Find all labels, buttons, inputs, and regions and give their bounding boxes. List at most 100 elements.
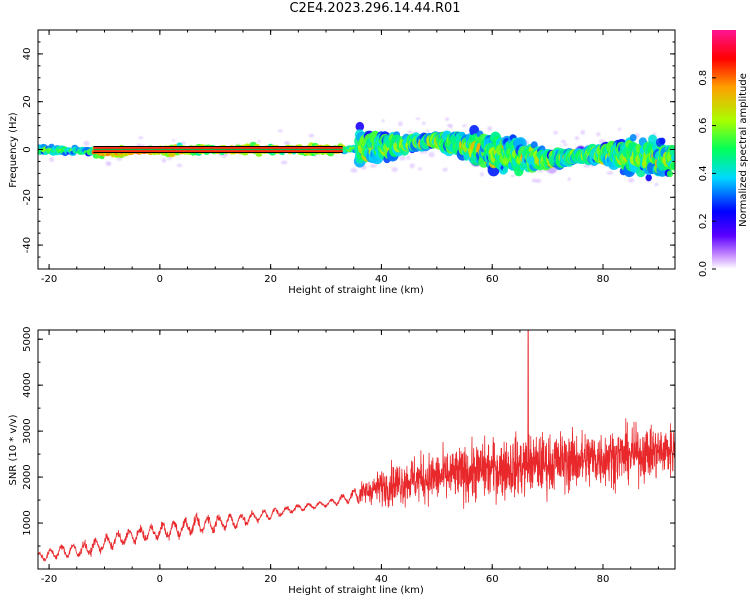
spectrogram-outlier	[181, 141, 186, 145]
x-tick-label: 60	[486, 274, 499, 285]
x-tick-label: -20	[41, 574, 57, 585]
spectrogram-marks	[38, 117, 675, 187]
snr-marks	[38, 330, 675, 562]
colorbar-gradient	[712, 30, 736, 269]
spectrogram-outlier	[445, 117, 450, 121]
spectrogram-outlier	[535, 178, 542, 183]
spectrogram-outlier	[138, 136, 144, 140]
spectrogram-outlier	[654, 182, 659, 187]
y-tick-label: 4000	[22, 372, 33, 397]
spectrogram-panel: -20 0 20 40 60 80 -40 -20 0 20 40 Height of straig…	[8, 29, 676, 296]
snr-ticks: -20 0 20 40 60 80 1000 2000 3000 4000 5000	[22, 326, 675, 585]
spectrogram-outlier	[442, 167, 448, 172]
x-tick-label: 40	[375, 574, 388, 585]
spectrogram-blob	[670, 162, 675, 170]
x-tick-label: 60	[486, 574, 499, 585]
spectrogram-outlier	[448, 123, 453, 129]
x-tick-label: 80	[597, 574, 610, 585]
spectrogram-outlier	[563, 143, 568, 146]
y-tick-label: 0	[22, 146, 33, 152]
snr-series-line	[38, 330, 675, 562]
spectrogram-outlier	[370, 164, 377, 168]
spectrogram-blob	[99, 155, 105, 159]
spectrogram-outlier	[108, 161, 112, 166]
snr-frame	[37, 329, 676, 570]
spectrogram-outlier	[285, 141, 291, 145]
y-tick-label: 40	[22, 48, 33, 61]
colorbar-ticks: 0.0 0.2 0.4 0.6 0.8	[698, 70, 716, 277]
spectrogram-outlier	[462, 124, 467, 128]
spectrogram-outlier	[487, 126, 493, 132]
x-tick-label: 40	[375, 274, 388, 285]
spectrogram-core	[38, 121, 675, 182]
y-tick-label: 3000	[22, 418, 33, 443]
spectrogram-outlier	[83, 140, 90, 146]
colorbar-tick-label: 0.0	[698, 261, 709, 277]
spectrogram-outlier	[417, 167, 422, 171]
spectrogram-outlier	[480, 172, 484, 177]
spectrogram-outlier	[308, 133, 315, 138]
spectrogram-outlier	[277, 129, 283, 133]
spectrogram-ticks: -20 0 20 40 60 80 -40 -20 0 20 40	[22, 30, 675, 285]
x-tick-label: 0	[157, 574, 163, 585]
x-tick-label: 0	[157, 274, 163, 285]
spectrogram-outlier	[391, 167, 398, 172]
y-tick-label: 5000	[22, 326, 33, 351]
spectrogram-outlier	[618, 127, 622, 131]
colorbar-tick-label: 0.8	[698, 70, 709, 86]
spectrogram-outlier	[415, 117, 421, 120]
spectrogram-outlier	[628, 177, 635, 183]
spectrogram-outlier	[49, 156, 55, 163]
spectrogram-outlier	[409, 163, 415, 169]
y-tick-label: 2000	[22, 464, 33, 489]
spectrogram-outlier	[381, 119, 385, 123]
spectrogram-blob	[469, 124, 480, 136]
spectrogram-outlier	[407, 130, 413, 134]
colorbar-tick-label: 0.6	[698, 118, 709, 134]
spectrogram-outlier	[172, 139, 176, 142]
spectrogram-outlier	[176, 163, 183, 167]
y-tick-label: -20	[22, 189, 33, 205]
spectrogram-outlier	[553, 130, 558, 135]
spectrogram-outlier	[580, 130, 586, 135]
spectrogram-outlier	[606, 171, 614, 175]
x-tick-label: 80	[597, 274, 610, 285]
colorbar-tick-label: 0.2	[698, 213, 709, 229]
colorbar-label: Normalized spectral amplitude	[738, 73, 749, 227]
spectrogram-blob	[648, 134, 658, 145]
spectrogram-xlabel: Height of straight line (km)	[288, 285, 424, 296]
spectrogram-blob	[629, 134, 637, 142]
spectrogram-outlier	[426, 129, 430, 133]
spectrogram-outlier	[399, 155, 406, 161]
y-tick-label: 1000	[22, 510, 33, 535]
y-tick-label: 20	[22, 95, 33, 108]
colorbar-tick-label: 0.4	[698, 165, 709, 181]
spectrogram-outlier	[161, 158, 167, 163]
spectrogram-outlier	[428, 152, 435, 158]
snr-ylabel: SNR (10 * v/v)	[8, 414, 19, 485]
y-tick-label: -40	[22, 237, 33, 253]
snr-panel: -20 0 20 40 60 80 1000 2000 3000 4000 5000 Height …	[8, 326, 676, 596]
spectrogram-blob	[671, 154, 675, 162]
spectrogram-ylabel: Frequency (Hz)	[8, 112, 19, 188]
spectrogram-blob	[669, 147, 675, 157]
spectrogram-outlier	[406, 155, 411, 160]
spectrogram-outlier	[422, 121, 426, 126]
spectrogram-outlier	[257, 139, 261, 143]
figure-title: C2E4.2023.296.14.44.R01	[289, 1, 461, 16]
spectrogram-outlier	[398, 121, 403, 127]
spectrogram-outlier	[536, 169, 544, 173]
snr-xlabel: Height of straight line (km)	[288, 585, 424, 596]
x-tick-label: -20	[41, 274, 57, 285]
x-tick-label: 20	[264, 574, 277, 585]
spectrogram-blob	[355, 121, 365, 132]
spectrogram-outlier	[280, 160, 288, 165]
spectrogram-outlier	[510, 174, 516, 178]
spectrogram-outlier	[560, 139, 567, 144]
x-tick-label: 20	[264, 274, 277, 285]
spectrogram-outlier	[567, 177, 571, 181]
spectrogram-outlier	[574, 136, 580, 141]
colorbar: 0.0 0.2 0.4 0.6 0.8 Normalized spectral ampl…	[698, 30, 749, 277]
